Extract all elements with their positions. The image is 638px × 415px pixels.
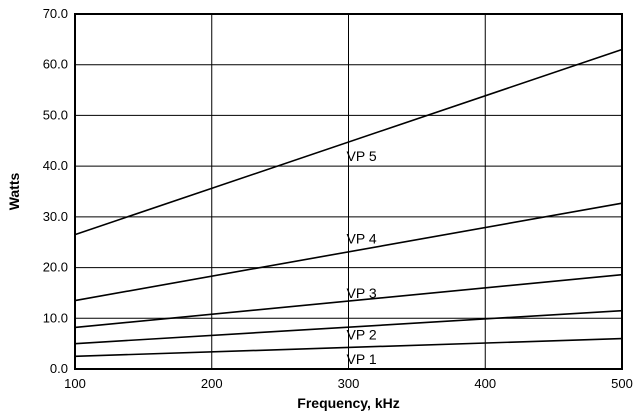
series-line-vp-4: [74, 202, 623, 302]
x-tick-label: 200: [201, 376, 223, 391]
series-label-vp-5: VP 5: [347, 148, 377, 164]
series-label-vp-3: VP 3: [347, 285, 377, 301]
series-label-vp-1: VP 1: [347, 351, 377, 367]
x-axis-title: Frequency, kHz: [297, 395, 399, 411]
y-tick-label: 0.0: [50, 361, 68, 376]
x-tick-label: 500: [611, 376, 633, 391]
series-label-vp-4: VP 4: [347, 231, 377, 247]
y-tick-label: 70.0: [43, 6, 68, 21]
y-tick-labels: 0.0 10.0 20.0 30.0 40.0 50.0 60.0 70.0: [43, 6, 68, 376]
series-line-vp-3: [74, 273, 623, 329]
y-tick-label: 30.0: [43, 209, 68, 224]
y-tick-label: 10.0: [43, 310, 68, 325]
series-line-vp-2: [74, 309, 623, 345]
y-tick-label: 20.0: [43, 260, 68, 275]
x-tick-label: 300: [338, 376, 360, 391]
series-labels: VP 1 VP 2 VP 3 VP 4 VP 5: [347, 148, 377, 367]
x-tick-label: 400: [474, 376, 496, 391]
y-axis-title: Watts: [6, 172, 22, 210]
y-tick-label: 40.0: [43, 158, 68, 173]
y-tick-label: 50.0: [43, 107, 68, 122]
series-lines: [74, 48, 623, 358]
x-tick-label: 100: [64, 376, 86, 391]
plot-frame: [74, 13, 623, 370]
series-line-vp-1: [74, 337, 623, 358]
y-tick-label: 60.0: [43, 57, 68, 72]
series-line-vp-5: [74, 48, 623, 236]
x-tick-labels: 100 200 300 400 500: [64, 376, 633, 391]
series-label-vp-2: VP 2: [347, 327, 377, 343]
